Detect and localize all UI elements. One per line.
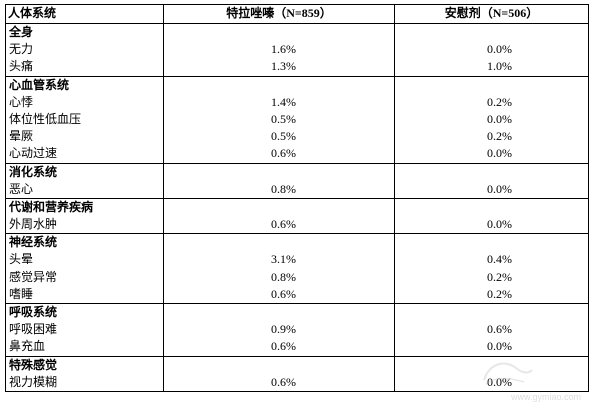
- spacer: [395, 199, 588, 216]
- placebo-cell: 0.0% 1.0%: [394, 23, 589, 77]
- symptom-label: 呼吸困难: [9, 322, 58, 337]
- placebo-value: 1.0%: [487, 59, 512, 74]
- terazosin-cell: 1.6% 1.3%: [163, 23, 395, 77]
- symptom-label: 外周水肿: [9, 217, 58, 232]
- spacer: [395, 164, 588, 181]
- spacer: [395, 357, 588, 374]
- spacer: [164, 77, 394, 94]
- spacer: [164, 199, 394, 216]
- symptom-label: 视力模糊: [9, 374, 58, 389]
- placebo-value: 0.0%: [487, 217, 512, 232]
- terazosin-value: 0.6%: [271, 286, 296, 301]
- table-group-row: 代谢和营养疾病 外周水肿 0.6% 0.0%: [5, 197, 589, 235]
- terazosin-value: 0.6%: [271, 217, 296, 232]
- symptom-label: 恶心: [9, 181, 34, 196]
- terazosin-value: 1.6%: [271, 42, 296, 57]
- table-group-row: 全身无力头痛 1.6% 1.3% 0.0% 1.0%: [5, 23, 589, 77]
- placebo-value: 0.0%: [487, 146, 512, 161]
- spacer: [164, 357, 394, 374]
- terazosin-value: 1.4%: [271, 94, 296, 109]
- terazosin-value: 0.9%: [271, 322, 296, 337]
- terazosin-value: 1.3%: [271, 59, 296, 74]
- table-group-row: 心血管系统 心悸 体位性低血压 晕厥 心动过速 1.4% 0.5% 0.5% 0.6% 0.2% 0…: [5, 75, 589, 164]
- terazosin-value: 3.1%: [271, 252, 296, 267]
- spacer: [164, 164, 394, 181]
- placebo-cell: 0.0%: [394, 355, 589, 392]
- body-system-cell: 心血管系统心悸体位性低血压 晕厥心动过速: [5, 75, 164, 164]
- body-system-cell: 全身 无力 头痛: [5, 23, 164, 77]
- placebo-value: 0.2%: [487, 94, 512, 109]
- terazosin-value: 0.5%: [271, 111, 296, 126]
- header-placebo: 安慰剂（N=506）: [394, 4, 589, 24]
- terazosin-cell: 0.9% 0.6%: [163, 303, 395, 357]
- placebo-value: 0.0%: [487, 111, 512, 126]
- terazosin-value: 0.6%: [271, 374, 296, 389]
- placebo-value: 0.4%: [487, 252, 512, 267]
- placebo-cell: 0.0%: [394, 162, 589, 199]
- table-group-row: 呼吸系统呼吸困难鼻充血 0.9% 0.6% 0.6% 0.0%: [5, 303, 589, 357]
- symptom-label: 嗜睡: [9, 286, 34, 301]
- category-label: 呼吸系统: [9, 305, 58, 319]
- terazosin-cell: 0.6%: [163, 197, 395, 235]
- placebo-value: 0.0%: [487, 181, 512, 196]
- terazosin-cell: 3.1% 0.8% 0.6%: [163, 233, 395, 304]
- header-terazosin: 特拉唑嗪（N=859）: [163, 4, 395, 24]
- table-header-row: 人体系统 特拉唑嗪（N=859） 安慰剂（N=506）: [5, 4, 589, 24]
- placebo-value: 0.0%: [487, 339, 512, 354]
- spacer: [164, 304, 394, 321]
- category-label: 神经系统: [9, 235, 58, 250]
- placebo-cell: 0.4% 0.2% 0.2%: [394, 233, 589, 304]
- body-system-cell: 神经系统头晕感觉异常嗜睡: [5, 233, 164, 304]
- category-label: 代谢和营养疾病: [9, 199, 94, 214]
- symptom-label: 头晕: [9, 252, 34, 267]
- placebo-value: 0.6%: [487, 322, 512, 337]
- terazosin-cell: 0.8%: [163, 162, 395, 199]
- category-label: 全身: [9, 25, 34, 39]
- table-group-row: 消化系统恶心 0.8% 0.0%: [5, 162, 589, 199]
- symptom-label: 心动过速: [9, 146, 58, 161]
- spacer: [395, 77, 588, 94]
- table-body: 全身无力头痛 1.6% 1.3% 0.0% 1.0% 心血管系统心悸体位性低血压 晕厥心动过…: [5, 23, 589, 392]
- terazosin-value: 0.5%: [271, 129, 296, 144]
- spacer: [164, 234, 394, 251]
- terazosin-cell: 1.4% 0.5% 0.5% 0.6%: [163, 75, 395, 164]
- spacer: [164, 24, 394, 41]
- terazosin-cell: 0.6%: [163, 355, 395, 392]
- header-body-system: 人体系统: [5, 4, 164, 24]
- spacer: [395, 304, 588, 321]
- symptom-label: 头痛: [9, 59, 34, 74]
- symptom-label: 晕厥: [9, 129, 34, 144]
- placebo-value: 0.2%: [487, 269, 512, 284]
- placebo-value: 0.2%: [487, 286, 512, 301]
- symptom-label: 无力: [9, 42, 34, 57]
- adverse-events-table: 人体系统 特拉唑嗪（N=859） 安慰剂（N=506） 全身 无力 头痛 1.6% 1.…: [5, 4, 589, 392]
- category-label: 心血管系统: [9, 77, 70, 92]
- body-system-cell: 特殊感觉 视力模糊: [5, 355, 164, 392]
- placebo-value: 0.2%: [487, 129, 512, 144]
- body-system-cell: 呼吸系统呼吸困难鼻充血: [5, 303, 164, 357]
- terazosin-value: 0.8%: [271, 269, 296, 284]
- table-group-row: 特殊感觉视力模糊 0.6% 0.0%: [5, 355, 589, 392]
- symptom-label: 感觉异常: [9, 269, 58, 284]
- category-label: 特殊感觉: [9, 357, 58, 372]
- symptom-label: 鼻充血: [9, 339, 46, 354]
- watermark-text: www.gymiao.com: [510, 392, 581, 402]
- terazosin-value: 0.8%: [271, 181, 296, 196]
- placebo-cell: 0.6% 0.0%: [394, 303, 589, 357]
- symptom-label: 体位性低血压: [9, 111, 82, 126]
- placebo-cell: 0.0%: [394, 197, 589, 235]
- spacer: [395, 24, 588, 41]
- placebo-value: 0.0%: [487, 42, 512, 57]
- category-label: 消化系统: [9, 164, 58, 179]
- placebo-cell: 0.2% 0.0% 0.2% 0.0%: [394, 75, 589, 164]
- table-group-row: 神经系统头晕感觉异常嗜睡 3.1% 0.8% 0.6% 0.4% 0.2% 0.2%: [5, 233, 589, 304]
- terazosin-value: 0.6%: [271, 146, 296, 161]
- body-system-cell: 消化系统 恶心: [5, 162, 164, 199]
- body-system-cell: 代谢和营养疾病 外周水肿: [5, 197, 164, 235]
- terazosin-value: 0.6%: [271, 339, 296, 354]
- spacer: [395, 234, 588, 251]
- symptom-label: 心悸: [9, 94, 34, 109]
- placebo-value: 0.0%: [487, 374, 512, 389]
